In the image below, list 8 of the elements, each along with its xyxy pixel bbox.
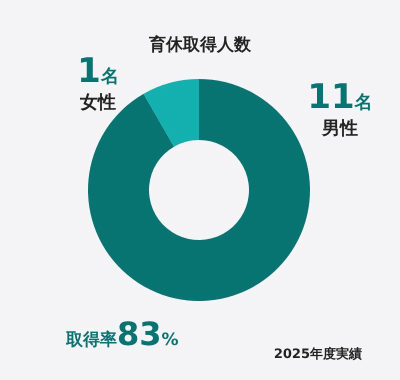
slice-label: 男性 [321,118,358,139]
data-label: 1名 [77,51,119,91]
data-label: 11名 [307,77,373,117]
chart-title: 育休取得人数 [148,34,252,55]
donut-slice [144,79,199,147]
text: 2025年度実績 [274,346,362,362]
slice-label: 女性 [79,92,116,113]
text: 取得率83% [65,315,179,353]
